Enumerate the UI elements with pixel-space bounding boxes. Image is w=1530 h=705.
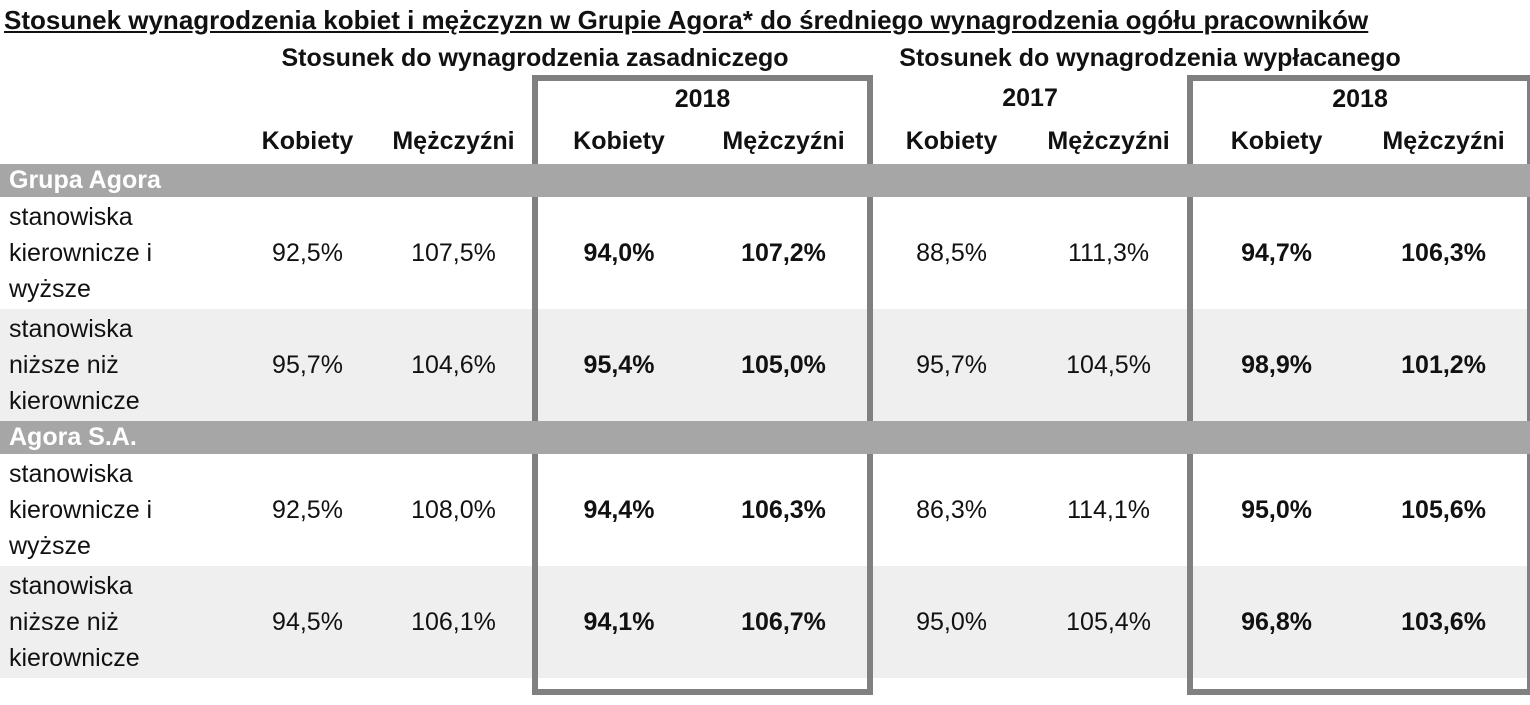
row-label: stanowiska kierownicze i wyższe <box>9 202 153 304</box>
value-cell: 107,2% <box>700 197 874 309</box>
value-cell: 106,3% <box>1360 197 1530 309</box>
box-bottom-base <box>531 678 874 695</box>
col-header-women: Kobiety <box>905 126 998 155</box>
col-header-men: Mężczyźni <box>1047 126 1170 155</box>
col-header-women: Kobiety <box>1187 118 1361 164</box>
column-header-row: Kobiety Mężczyźni Kobiety Mężczyźni Kobi… <box>0 118 1530 164</box>
year-2017-paid: 2017 <box>1002 83 1058 112</box>
spacer-cell <box>0 678 535 692</box>
value-cell: 104,6% <box>375 309 535 421</box>
value-cell: 92,5% <box>272 495 343 524</box>
section-title: Agora S.A. <box>0 421 1530 454</box>
section-title: Grupa Agora <box>0 164 1530 197</box>
year-2018-paid: 2018 <box>1187 75 1530 118</box>
spacer-cell <box>0 78 240 118</box>
value-cell: 95,7% <box>240 309 375 421</box>
value-cell: 88,5% <box>916 238 987 267</box>
row-label: stanowiska niższe niż kierownicze <box>0 309 240 421</box>
value-cell: 103,6% <box>1360 566 1530 678</box>
value-cell: 105,4% <box>1030 566 1191 678</box>
value-cell: 98,9% <box>1187 309 1361 421</box>
section-band-grupa-agora: Grupa Agora <box>0 164 1530 197</box>
year-header-row: 2018 2017 2018 <box>0 75 1530 118</box>
salary-ratio-table: Stosunek do wynagrodzenia zasadniczego S… <box>0 42 1530 695</box>
value-cell: 111,3% <box>1068 238 1150 267</box>
section-band-agora-sa: Agora S.A. <box>0 421 1530 454</box>
group-header-row: Stosunek do wynagrodzenia zasadniczego S… <box>0 42 1530 78</box>
col-header-men: Mężczyźni <box>1360 118 1530 164</box>
value-cell: 106,3% <box>700 454 874 566</box>
group-header-paid-salary: Stosunek do wynagrodzenia wypłacanego <box>899 44 1401 72</box>
value-cell: 95,0% <box>870 566 1031 678</box>
col-header-women: Kobiety <box>261 126 354 155</box>
value-cell: 94,5% <box>240 566 375 678</box>
value-cell: 104,5% <box>1030 309 1191 421</box>
group-header-base-salary: Stosunek do wynagrodzenia zasadniczego <box>281 44 789 72</box>
page-title: Stosunek wynagrodzenia kobiet i mężczyzn… <box>4 5 1369 35</box>
value-cell: 114,1% <box>1067 495 1151 524</box>
value-cell: 95,7% <box>870 309 1031 421</box>
value-cell: 105,0% <box>700 309 874 421</box>
value-cell: 105,6% <box>1360 454 1530 566</box>
table-row: stanowiska niższe niż kierownicze 94,5% … <box>0 566 1530 678</box>
col-header-men: Mężczyźni <box>700 118 874 164</box>
col-header-women: Kobiety <box>532 118 700 164</box>
spacer-cell <box>240 78 535 118</box>
value-cell: 94,1% <box>532 566 700 678</box>
box-bottom-filler-row <box>0 678 1530 695</box>
row-label: stanowiska niższe niż kierownicze <box>0 566 240 678</box>
value-cell: 106,1% <box>375 566 535 678</box>
col-header-men: Mężczyźni <box>392 126 515 155</box>
value-cell: 101,2% <box>1360 309 1530 421</box>
value-cell: 96,8% <box>1187 566 1361 678</box>
spacer-cell <box>0 118 240 164</box>
value-cell: 94,0% <box>532 197 700 309</box>
table-row: stanowiska niższe niż kierownicze 95,7% … <box>0 309 1530 421</box>
table-row: stanowiska kierownicze i wyższe 92,5% 10… <box>0 454 1530 566</box>
year-2018-base: 2018 <box>531 75 874 118</box>
row-label: stanowiska kierownicze i wyższe <box>9 459 153 561</box>
value-cell: 94,4% <box>532 454 700 566</box>
value-cell: 107,5% <box>411 238 496 267</box>
value-cell: 106,7% <box>700 566 874 678</box>
value-cell: 95,0% <box>1187 454 1361 566</box>
value-cell: 92,5% <box>272 238 343 267</box>
spacer-cell <box>0 42 240 78</box>
value-cell: 94,7% <box>1187 197 1361 309</box>
spacer-cell <box>870 678 1190 692</box>
value-cell: 95,4% <box>532 309 700 421</box>
value-cell: 86,3% <box>916 495 987 524</box>
value-cell: 108,0% <box>411 495 496 524</box>
box-bottom-paid <box>1187 678 1530 695</box>
table-row: stanowiska kierownicze i wyższe 92,5% 10… <box>0 197 1530 309</box>
